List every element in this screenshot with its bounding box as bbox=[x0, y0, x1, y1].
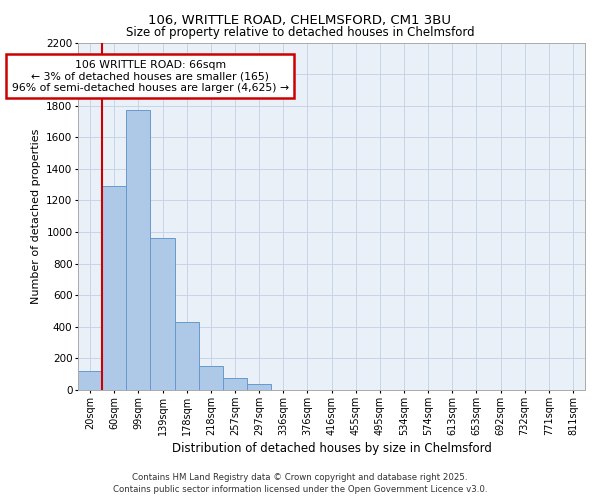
Bar bbox=[78, 371, 102, 390]
Bar bbox=[102, 186, 126, 390]
Bar bbox=[126, 110, 151, 390]
Text: Size of property relative to detached houses in Chelmsford: Size of property relative to detached ho… bbox=[125, 26, 475, 39]
Bar bbox=[199, 366, 223, 390]
Text: 106 WRITTLE ROAD: 66sqm
← 3% of detached houses are smaller (165)
96% of semi-de: 106 WRITTLE ROAD: 66sqm ← 3% of detached… bbox=[12, 60, 289, 93]
Bar bbox=[247, 384, 271, 390]
X-axis label: Distribution of detached houses by size in Chelmsford: Distribution of detached houses by size … bbox=[172, 442, 491, 455]
Bar bbox=[151, 238, 175, 390]
Bar bbox=[223, 378, 247, 390]
Bar bbox=[175, 322, 199, 390]
Text: 106, WRITTLE ROAD, CHELMSFORD, CM1 3BU: 106, WRITTLE ROAD, CHELMSFORD, CM1 3BU bbox=[149, 14, 452, 27]
Y-axis label: Number of detached properties: Number of detached properties bbox=[31, 128, 41, 304]
Text: Contains HM Land Registry data © Crown copyright and database right 2025.
Contai: Contains HM Land Registry data © Crown c… bbox=[113, 472, 487, 494]
